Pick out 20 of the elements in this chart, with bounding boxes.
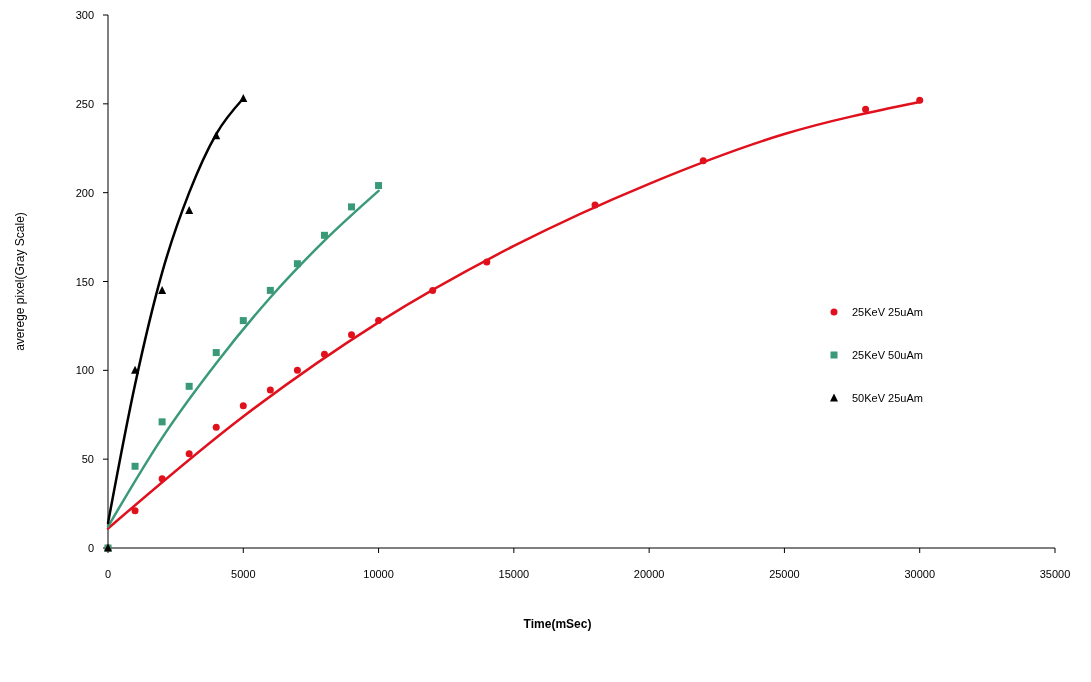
legend-label: 25KeV 25uAm xyxy=(852,306,923,318)
y-tick-label: 100 xyxy=(75,364,94,377)
x-tick-label: 0 xyxy=(104,568,112,580)
x-tick-label: 35000 xyxy=(1039,568,1071,580)
y-tick-label: 150 xyxy=(75,275,94,288)
y-tick-label: 300 xyxy=(75,9,94,21)
y-axis-title: averege pixel(Gray Scale) xyxy=(13,212,27,351)
y-tick-label: 250 xyxy=(75,97,94,110)
x-tick-label: 20000 xyxy=(633,568,665,580)
y-tick-label: 0 xyxy=(87,542,94,554)
y-tick-label: 50 xyxy=(81,453,94,466)
x-tick-label: 10000 xyxy=(363,568,394,580)
x-tick-label: 25000 xyxy=(769,568,800,580)
legend-label: 50KeV 25uAm xyxy=(852,392,923,404)
legend-label: 25KeV 50uAm xyxy=(852,349,923,361)
x-tick-label: 30000 xyxy=(904,568,936,580)
x-tick-label: 5000 xyxy=(231,568,256,580)
y-tick-label: 200 xyxy=(75,186,94,199)
x-axis-title: Time(mSec) xyxy=(523,617,592,631)
x-tick-label: 15000 xyxy=(498,568,530,580)
